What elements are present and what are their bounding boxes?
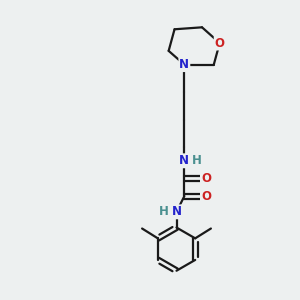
Text: N: N (179, 58, 189, 71)
Text: H: H (192, 154, 202, 167)
Text: H: H (159, 205, 169, 218)
Text: N: N (172, 205, 182, 218)
Text: N: N (179, 154, 189, 167)
Text: O: O (201, 172, 211, 185)
Text: O: O (201, 190, 211, 202)
Text: O: O (215, 37, 225, 50)
